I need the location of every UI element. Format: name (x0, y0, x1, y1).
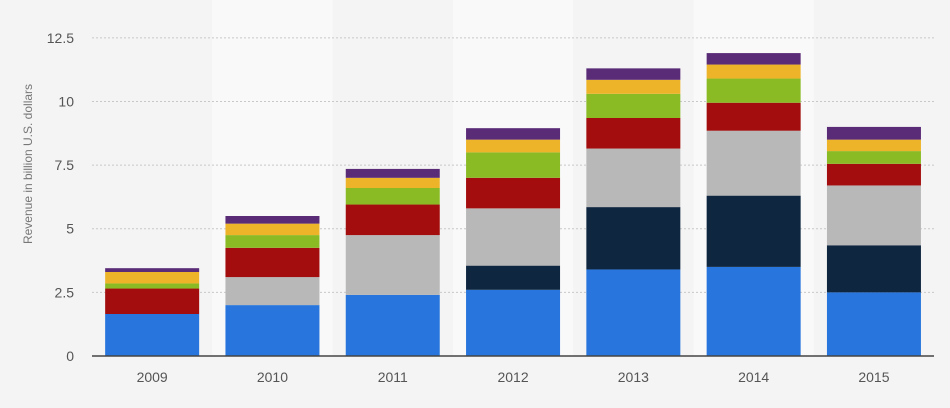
bar-segment[interactable] (826, 151, 921, 164)
bar-segment[interactable] (826, 185, 921, 246)
y-tick-labels: 0 2.5 5 7.5 10 12.5 (47, 30, 74, 364)
bar-segment[interactable] (826, 163, 921, 186)
y-tick-label: 2.5 (55, 284, 75, 300)
x-tick-labels: 2009 2010 2011 2012 2013 2014 2015 (137, 369, 890, 385)
x-tick-label: 2009 (137, 369, 168, 385)
bar-segment[interactable] (345, 294, 440, 356)
bar-segment[interactable] (466, 265, 561, 290)
bar-segment[interactable] (225, 305, 320, 356)
bar-stack-2013 (586, 68, 681, 356)
bar-segment[interactable] (826, 126, 921, 140)
bar-stack-2011 (345, 168, 440, 356)
bar-segment[interactable] (706, 130, 801, 196)
bar-segment[interactable] (706, 102, 801, 131)
bar-segment[interactable] (586, 118, 681, 149)
y-tick-label: 12.5 (47, 30, 74, 46)
bar-segment[interactable] (466, 177, 561, 209)
bar-segment[interactable] (586, 68, 681, 80)
bar-segment[interactable] (706, 64, 801, 79)
bar-segment[interactable] (345, 177, 440, 188)
x-tick-label: 2015 (858, 369, 889, 385)
x-tick-label: 2010 (257, 369, 288, 385)
bar-segment[interactable] (225, 223, 320, 236)
bar-segment[interactable] (586, 93, 681, 118)
bar-segment[interactable] (345, 188, 440, 205)
bar-segment[interactable] (105, 283, 200, 289)
bar-segment[interactable] (105, 314, 200, 356)
bar-segment[interactable] (105, 272, 200, 284)
x-tick-label: 2014 (738, 369, 769, 385)
bar-segment[interactable] (586, 269, 681, 356)
bar-segment[interactable] (466, 152, 561, 178)
y-tick-label: 7.5 (55, 157, 75, 173)
bar-segment[interactable] (706, 195, 801, 267)
bar-segment[interactable] (345, 168, 440, 178)
y-tick-label: 5 (66, 221, 74, 237)
bar-segment[interactable] (225, 235, 320, 248)
bar-segment[interactable] (466, 128, 561, 140)
bar-stack-2012 (466, 128, 561, 356)
bar-segment[interactable] (586, 79, 681, 94)
bar-segment[interactable] (826, 139, 921, 152)
y-tick-label: 0 (66, 348, 74, 364)
y-tick-label: 10 (58, 93, 74, 109)
bar-segment[interactable] (105, 268, 200, 272)
bar-stack-2015 (826, 126, 921, 356)
bar-segment[interactable] (466, 289, 561, 356)
bar-segment[interactable] (826, 292, 921, 356)
bar-segment[interactable] (706, 266, 801, 356)
bar-segment[interactable] (225, 277, 320, 306)
bar-segment[interactable] (225, 216, 320, 224)
x-tick-label: 2011 (378, 369, 408, 385)
bar-stack-2010 (225, 216, 320, 356)
bar-segment[interactable] (586, 207, 681, 270)
bar-stack-2009 (105, 268, 200, 356)
bar-segment[interactable] (706, 53, 801, 65)
x-tick-label: 2012 (497, 369, 528, 385)
bar-segment[interactable] (345, 235, 440, 295)
bar-segment[interactable] (466, 208, 561, 266)
bar-segment[interactable] (586, 148, 681, 208)
x-tick-label: 2013 (618, 369, 649, 385)
bar-stacks (105, 53, 921, 356)
bar-segment[interactable] (225, 247, 320, 278)
bar-segment[interactable] (706, 78, 801, 103)
bar-stack-2014 (706, 53, 801, 356)
y-axis-label: Revenue in billion U.S. dollars (21, 84, 35, 244)
bar-segment[interactable] (345, 204, 440, 236)
bar-segment[interactable] (826, 245, 921, 293)
bar-segment[interactable] (105, 288, 200, 314)
bar-segment[interactable] (466, 139, 561, 153)
